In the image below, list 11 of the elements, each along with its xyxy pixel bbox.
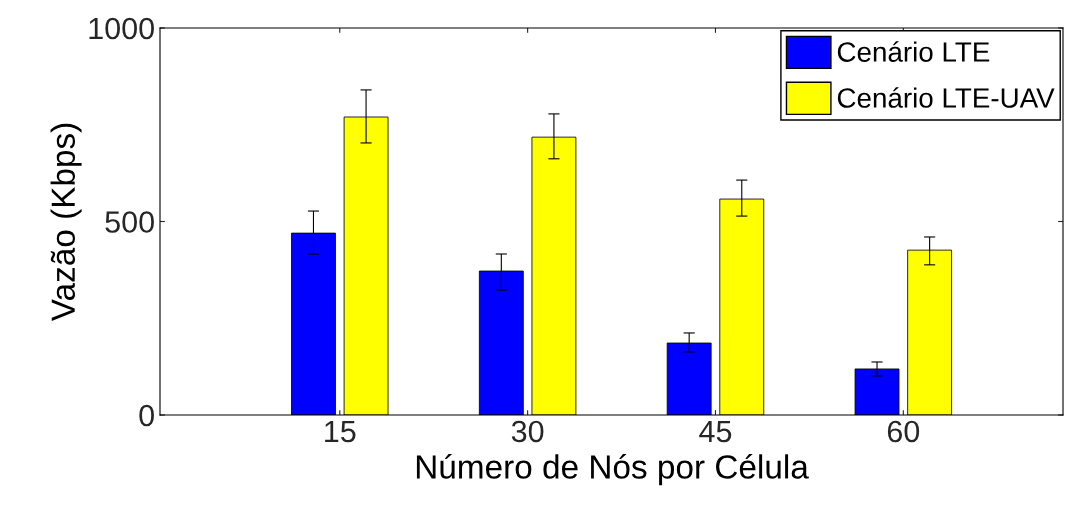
legend-label: Cenário LTE: [837, 41, 990, 62]
x-tick-label: 60: [887, 420, 920, 443]
y-tick-label: 0: [139, 404, 154, 427]
y-tick-label: 500: [105, 211, 154, 233]
x-axis-title: Número de Nós por Célula: [416, 453, 809, 486]
x-tick-label: 30: [511, 420, 544, 443]
x-tick-label: 45: [699, 420, 732, 443]
y-axis-title: Vazão (Kbps): [50, 123, 82, 322]
x-tick-label: 15: [325, 420, 356, 443]
y-tick-label: 1000: [89, 17, 154, 40]
legend-label: Cenário LTE-UAV: [837, 87, 1055, 108]
